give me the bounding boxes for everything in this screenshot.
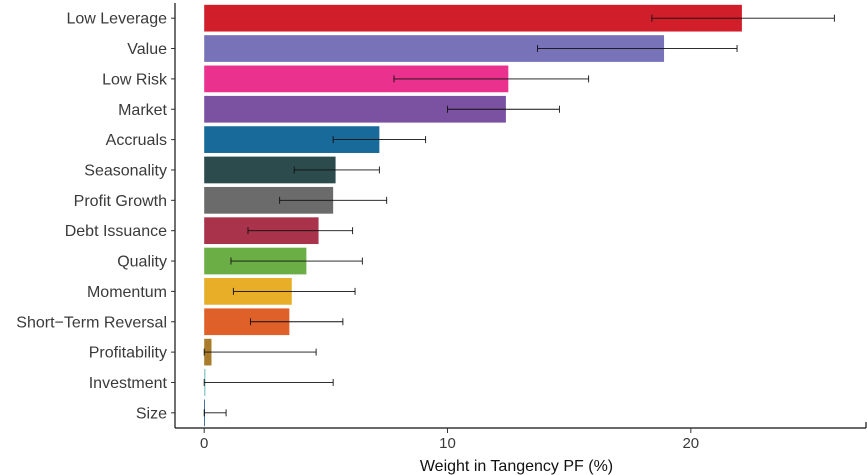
category-label-5: Seasonality xyxy=(84,162,167,179)
category-label-7: Debt Issuance xyxy=(65,223,167,240)
error-bar-12 xyxy=(203,378,334,386)
category-label-1: Value xyxy=(127,41,167,58)
error-bar-11 xyxy=(203,348,317,356)
error-bar-10 xyxy=(249,318,344,326)
category-labels: Low Leverage Value Low Risk Market Accruals S… xyxy=(16,11,175,422)
error-bar-5 xyxy=(293,166,380,174)
error-bars-layer xyxy=(203,14,835,417)
error-bar-6 xyxy=(279,196,388,204)
category-label-12: Investment xyxy=(89,375,168,392)
x-axis-title: Weight in Tangency PF (%) xyxy=(420,458,613,475)
error-bar-4 xyxy=(332,136,427,144)
category-label-0: Low Leverage xyxy=(66,11,167,28)
x-axis-ticks: 0 10 20 xyxy=(200,428,699,452)
error-bar-7 xyxy=(247,227,354,235)
error-bar-3 xyxy=(447,105,560,113)
category-label-6: Profit Growth xyxy=(74,193,167,210)
bars-layer xyxy=(204,4,742,427)
x-tick-label-0: 0 xyxy=(200,435,208,452)
category-label-3: Market xyxy=(118,102,167,119)
category-label-11: Profitability xyxy=(89,345,167,362)
x-tick-label-2: 20 xyxy=(682,435,699,452)
error-bar-9 xyxy=(232,287,356,295)
error-bar-13 xyxy=(203,409,227,417)
error-bar-2 xyxy=(393,75,590,83)
category-label-2: Low Risk xyxy=(102,71,168,88)
error-bar-1 xyxy=(537,45,738,53)
category-label-9: Momentum xyxy=(87,284,167,301)
error-bar-0 xyxy=(651,14,835,22)
axes xyxy=(174,3,867,429)
category-label-8: Quality xyxy=(117,254,167,271)
category-label-13: Size xyxy=(136,405,167,422)
category-label-10: Short−Term Reversal xyxy=(16,314,167,331)
error-bar-8 xyxy=(230,257,363,265)
category-label-4: Accruals xyxy=(106,132,167,149)
x-tick-label-1: 10 xyxy=(439,435,456,452)
